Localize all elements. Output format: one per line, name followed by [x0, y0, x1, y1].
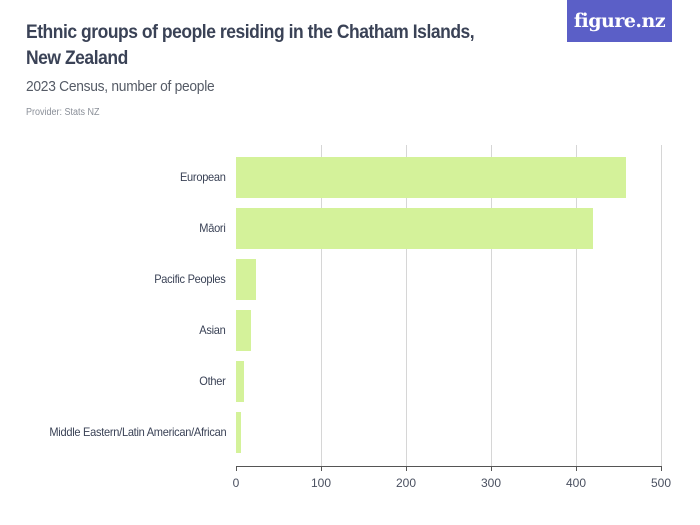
x-tick-label: 400 [565, 476, 587, 490]
chart-subtitle: 2023 Census, number of people [26, 78, 215, 95]
chart-title: Ethnic groups of people residing in the … [26, 22, 475, 69]
category-label: European [180, 170, 226, 184]
gridline [576, 145, 577, 466]
bar[interactable] [236, 412, 242, 453]
category-label: Asian [199, 323, 227, 337]
category-label: Other [199, 374, 227, 388]
bar[interactable] [236, 259, 257, 300]
x-tick-label: 500 [650, 476, 672, 490]
bar[interactable] [236, 157, 627, 198]
x-tick [406, 466, 407, 471]
provider-label: Provider: Stats NZ [26, 107, 100, 118]
x-axis [236, 466, 662, 467]
x-tick [576, 466, 577, 471]
bar[interactable] [236, 361, 244, 402]
bar[interactable] [236, 208, 593, 249]
plot-area [236, 145, 662, 466]
gridline [661, 145, 662, 466]
x-tick-label: 200 [395, 476, 417, 490]
x-tick [236, 466, 237, 471]
x-tick-label: 300 [480, 476, 502, 490]
figure-nz-logo[interactable]: figure.nz [567, 0, 672, 42]
x-tick-label: 0 [232, 476, 240, 490]
gridline [321, 145, 322, 466]
category-label: Māori [199, 221, 227, 235]
category-label: Middle Eastern/Latin American/African [49, 425, 226, 439]
x-tick [491, 466, 492, 471]
x-tick [661, 466, 662, 471]
x-tick [321, 466, 322, 471]
gridline [406, 145, 407, 466]
category-label: Pacific Peoples [154, 272, 227, 286]
x-tick-label: 100 [310, 476, 332, 490]
gridline [491, 145, 492, 466]
bar[interactable] [236, 310, 252, 351]
